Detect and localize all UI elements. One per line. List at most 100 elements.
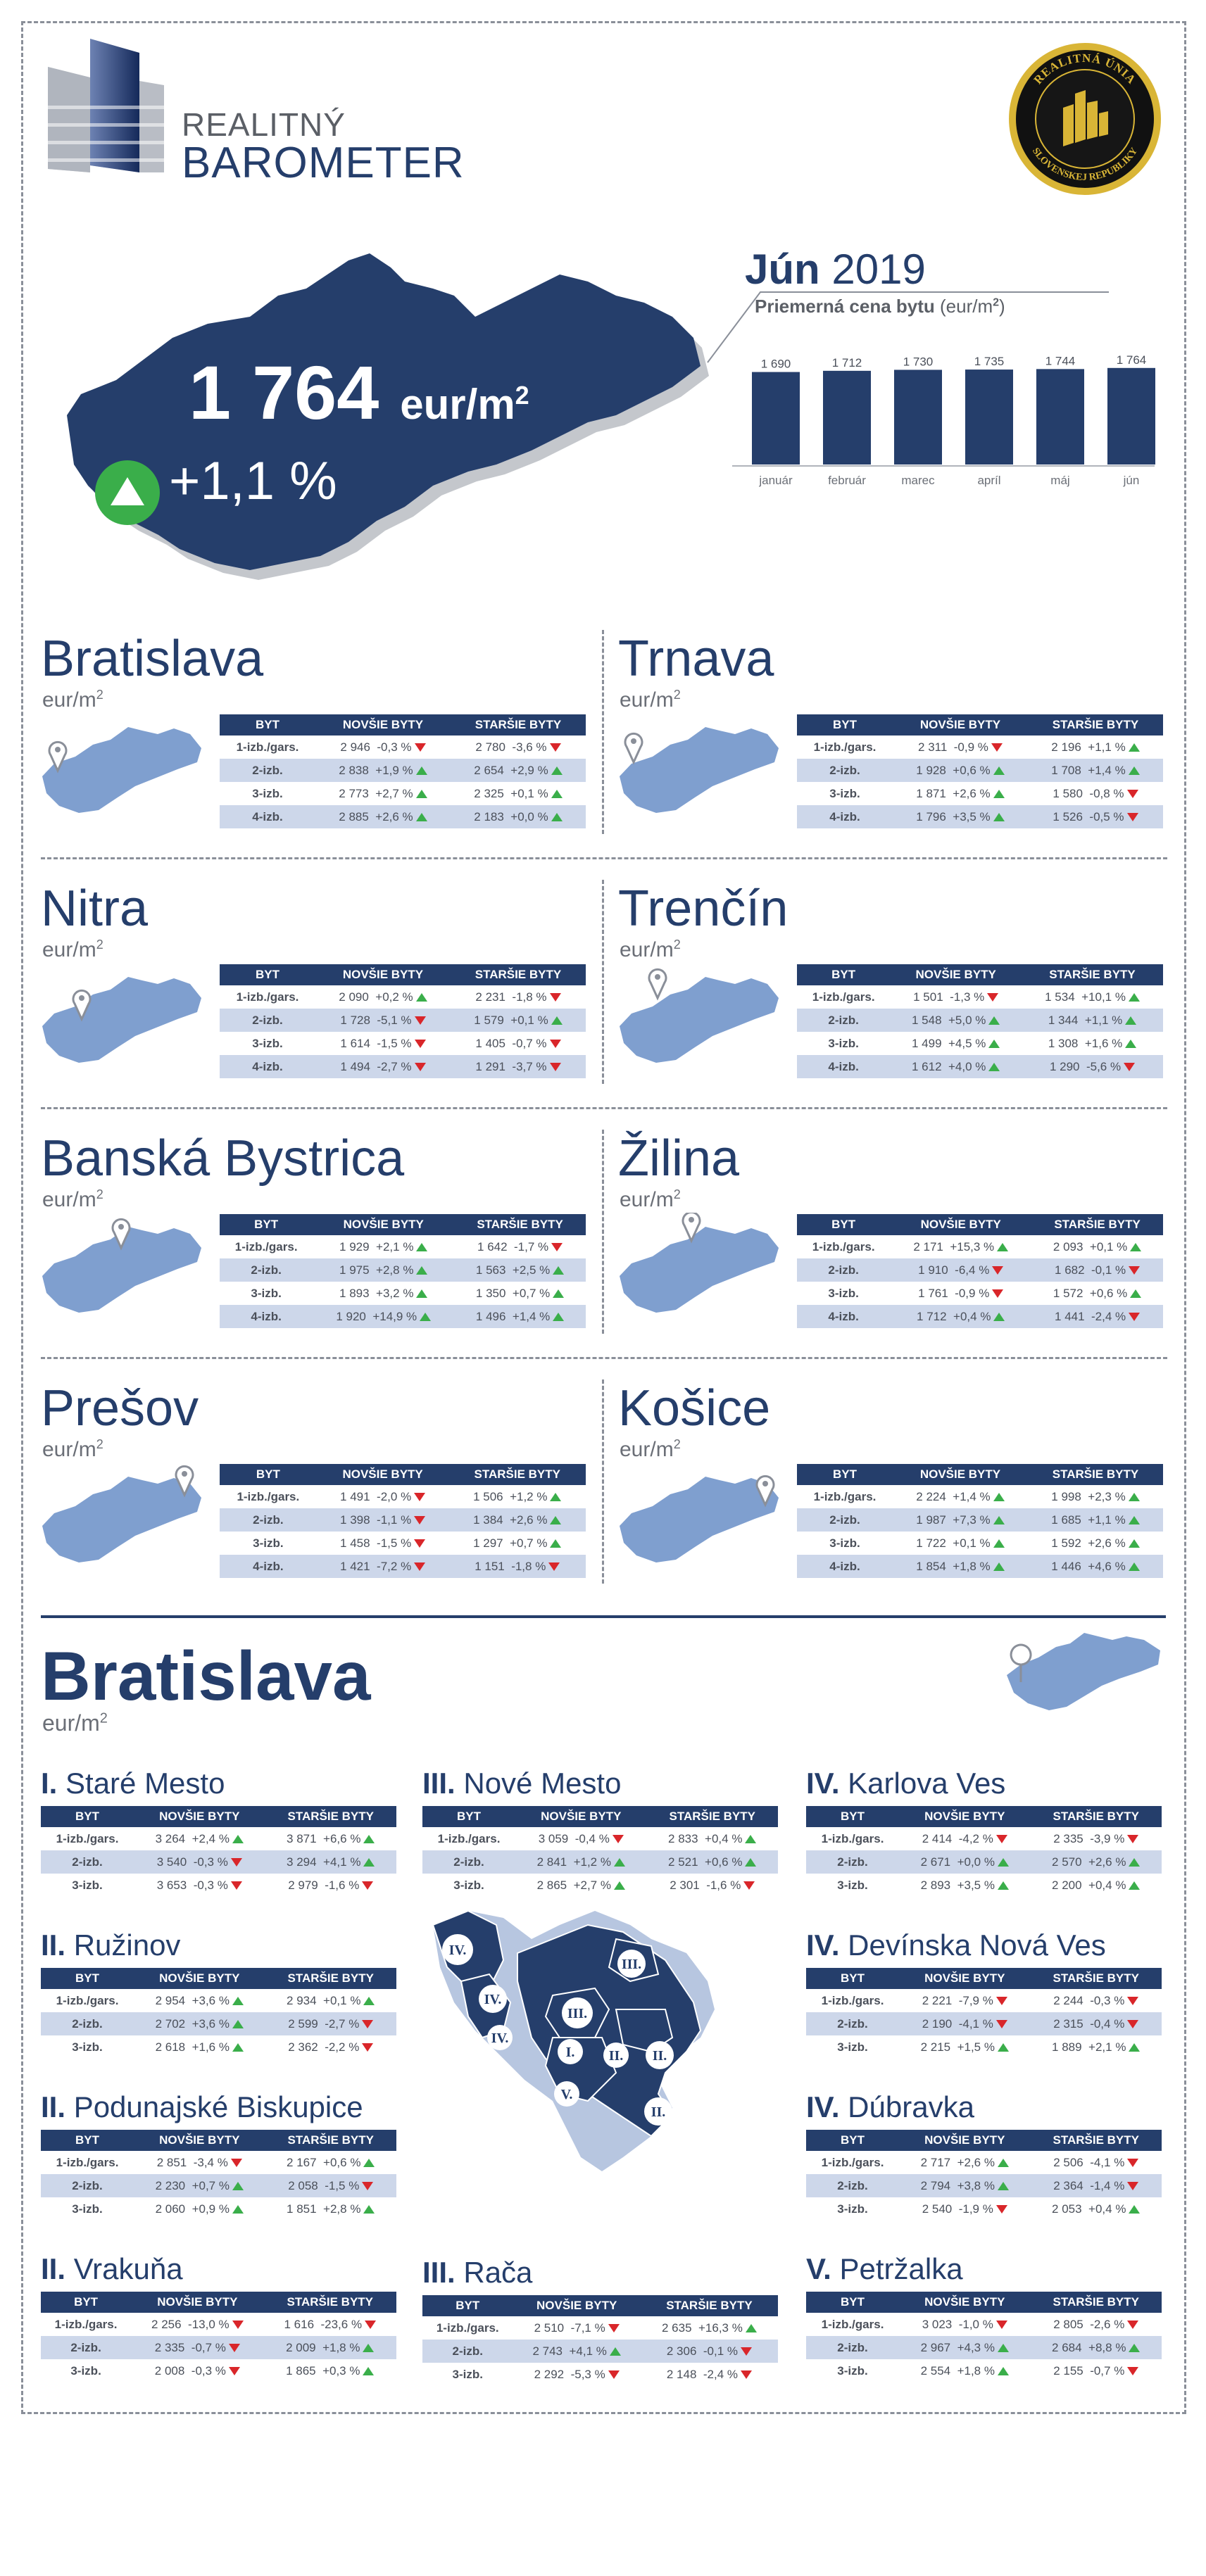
arrow-up-icon <box>550 1516 562 1525</box>
old-price: 2 364 <box>1053 2178 1083 2192</box>
new-price: 1 722 <box>916 1536 946 1550</box>
old-flats-cell: 1 998 +2,3 % <box>1028 1485 1163 1508</box>
arrow-up-icon <box>988 1040 1000 1049</box>
row-label: 3-izb. <box>837 2202 868 2216</box>
arrow-up-icon <box>550 1539 562 1548</box>
new-change: -0,9 % <box>955 1286 990 1300</box>
row-label: 1-izb./gars. <box>812 990 875 1004</box>
map-label: V. <box>561 2087 573 2102</box>
arrow-up-icon <box>1125 1016 1137 1025</box>
district-label: Podunajské Biskupice <box>73 2090 363 2123</box>
hero-price-value: 1 764 <box>189 350 379 435</box>
arrow-up-icon <box>1129 1881 1141 1890</box>
new-flats-cell: 2 954 +3,6 % <box>134 1989 265 2012</box>
old-flats-cell: 2 635 +16,3 % <box>641 2316 778 2340</box>
region-unit-text: eur/m <box>42 1438 96 1461</box>
new-change: +0,0 % <box>957 1855 995 1869</box>
new-price: 1 928 <box>916 763 946 777</box>
table-header: NOVŠIE BYTY <box>316 1464 449 1485</box>
arrow-up-icon <box>1130 1243 1142 1252</box>
old-change: +1,4 % <box>1088 763 1126 777</box>
separator <box>602 1130 604 1334</box>
new-price: 1 728 <box>340 1013 370 1027</box>
old-flats-cell: 2 053 +0,4 % <box>1031 2197 1162 2221</box>
new-price: 1 421 <box>340 1559 370 1573</box>
table-header: BYT <box>422 2295 513 2316</box>
old-change: +2,6 % <box>1088 1855 1126 1869</box>
row-label: 3-izb. <box>72 2040 103 2054</box>
old-change: +1,4 % <box>512 1309 551 1323</box>
old-price: 1 592 <box>1051 1536 1081 1550</box>
new-change: +0,9 % <box>191 2202 230 2216</box>
old-change: +4,6 % <box>1088 1559 1126 1573</box>
region-card: Trenčín eur/m2 BYT NOVŠIE BYTY STARŠIE BYTY 1… <box>598 880 1169 1112</box>
old-flats-cell: 2 599 -2,7 % <box>265 2012 396 2035</box>
new-flats-cell: 2 230 +0,7 % <box>134 2174 265 2197</box>
table-header: NOVŠIE BYTY <box>134 2130 265 2151</box>
table-header: STARŠIE BYTY <box>1027 714 1163 735</box>
separator <box>602 880 604 1084</box>
row-label: 1-izb./gars. <box>813 740 877 754</box>
row-label: 1-izb./gars. <box>237 1489 300 1503</box>
table-row: 3-izb. 1 871 +2,6 % 1 580 -0,8 % <box>797 782 1163 805</box>
old-price: 2 183 <box>474 809 504 823</box>
new-flats-cell: 2 717 +2,6 % <box>899 2151 1030 2174</box>
district-label: Karlova Ves <box>848 1767 1006 1800</box>
new-flats-cell: 2 540 -1,9 % <box>899 2197 1030 2221</box>
region-unit-text: eur/m <box>42 938 96 961</box>
district-name: III. Rača <box>422 2256 778 2295</box>
new-change: -1,9 % <box>958 2202 993 2216</box>
old-change: -3,9 % <box>1090 1831 1125 1845</box>
old-flats-cell: 1 865 +0,3 % <box>264 2359 396 2382</box>
arrow-down-icon <box>995 2020 1007 2029</box>
hero-price-unit-sup: 2 <box>515 381 529 410</box>
table-row: 3-izb. 2 540 -1,9 % 2 053 +0,4 % <box>806 2197 1162 2221</box>
old-change: +0,6 % <box>1089 1286 1128 1300</box>
new-flats-cell: 2 510 -7,1 % <box>513 2316 640 2340</box>
arrow-up-icon <box>416 1289 428 1299</box>
table-row: 4-izb. 1 796 +3,5 % 1 526 -0,5 % <box>797 805 1163 828</box>
new-flats-cell: 2 671 +0,0 % <box>899 1850 1031 1874</box>
old-price: 1 642 <box>477 1239 508 1254</box>
new-price: 2 671 <box>920 1855 951 1869</box>
table-row: 3-izb. 1 458 -1,5 % 1 297 +0,7 % <box>220 1532 586 1555</box>
chart-category-label: apríl <box>977 474 1000 487</box>
arrow-down-icon <box>992 1289 1004 1299</box>
table-header: BYT <box>41 1806 134 1827</box>
new-flats-cell: 1 796 +3,5 % <box>892 805 1028 828</box>
arrow-up-icon <box>1129 1858 1141 1867</box>
new-price: 2 702 <box>155 2016 186 2031</box>
table-header: STARŠIE BYTY <box>450 964 586 985</box>
arrow-down-icon <box>991 743 1003 752</box>
old-change: -2,4 % <box>1091 1309 1126 1323</box>
old-change: +2,9 % <box>510 763 548 777</box>
region-unit: eur/m2 <box>620 688 681 712</box>
old-flats-cell: 2 833 +0,4 % <box>647 1827 778 1850</box>
table-header: NOVŠIE BYTY <box>513 2295 641 2316</box>
old-flats-cell: 2 364 -1,4 % <box>1030 2174 1162 2197</box>
new-price: 2 893 <box>920 1878 951 1892</box>
region-map <box>42 977 201 1063</box>
old-flats-cell: 1 534 +10,1 % <box>1022 985 1163 1009</box>
old-flats-cell: 1 350 +0,7 % <box>454 1282 586 1305</box>
region-unit-text: eur/m <box>620 1188 674 1211</box>
new-change: +3,6 % <box>191 1993 230 2007</box>
table-header: BYT <box>41 2130 134 2151</box>
region-unit-sup: 2 <box>673 1187 681 1201</box>
price-table: BYT NOVŠIE BYTY STARŠIE BYTY 1-izb./gars. 2 … <box>41 2130 396 2221</box>
new-change: +0,6 % <box>953 763 991 777</box>
row-label: 3-izb. <box>70 2363 101 2378</box>
arrow-up-icon <box>993 1539 1005 1548</box>
table-row: 1-izb./gars. 3 059 -0,4 % 2 833 +0,4 % <box>422 1827 778 1850</box>
new-change: +2,6 % <box>953 786 991 800</box>
new-price: 2 292 <box>534 2367 565 2381</box>
table-row: 1-izb./gars. 1 929 +2,1 % 1 642 -1,7 % <box>220 1235 586 1258</box>
row-label: 2-izb. <box>806 1850 900 1874</box>
arrow-down-icon <box>741 2370 752 2380</box>
arrow-up-icon <box>551 766 563 776</box>
table-row: 3-izb. 2 215 +1,5 % 1 889 +2,1 % <box>806 2035 1162 2059</box>
table-header: STARŠIE BYTY <box>448 1464 586 1485</box>
table-header: STARŠIE BYTY <box>265 1806 396 1827</box>
row-label: 3-izb. <box>828 1286 859 1300</box>
arrow-down-icon <box>743 1881 755 1890</box>
